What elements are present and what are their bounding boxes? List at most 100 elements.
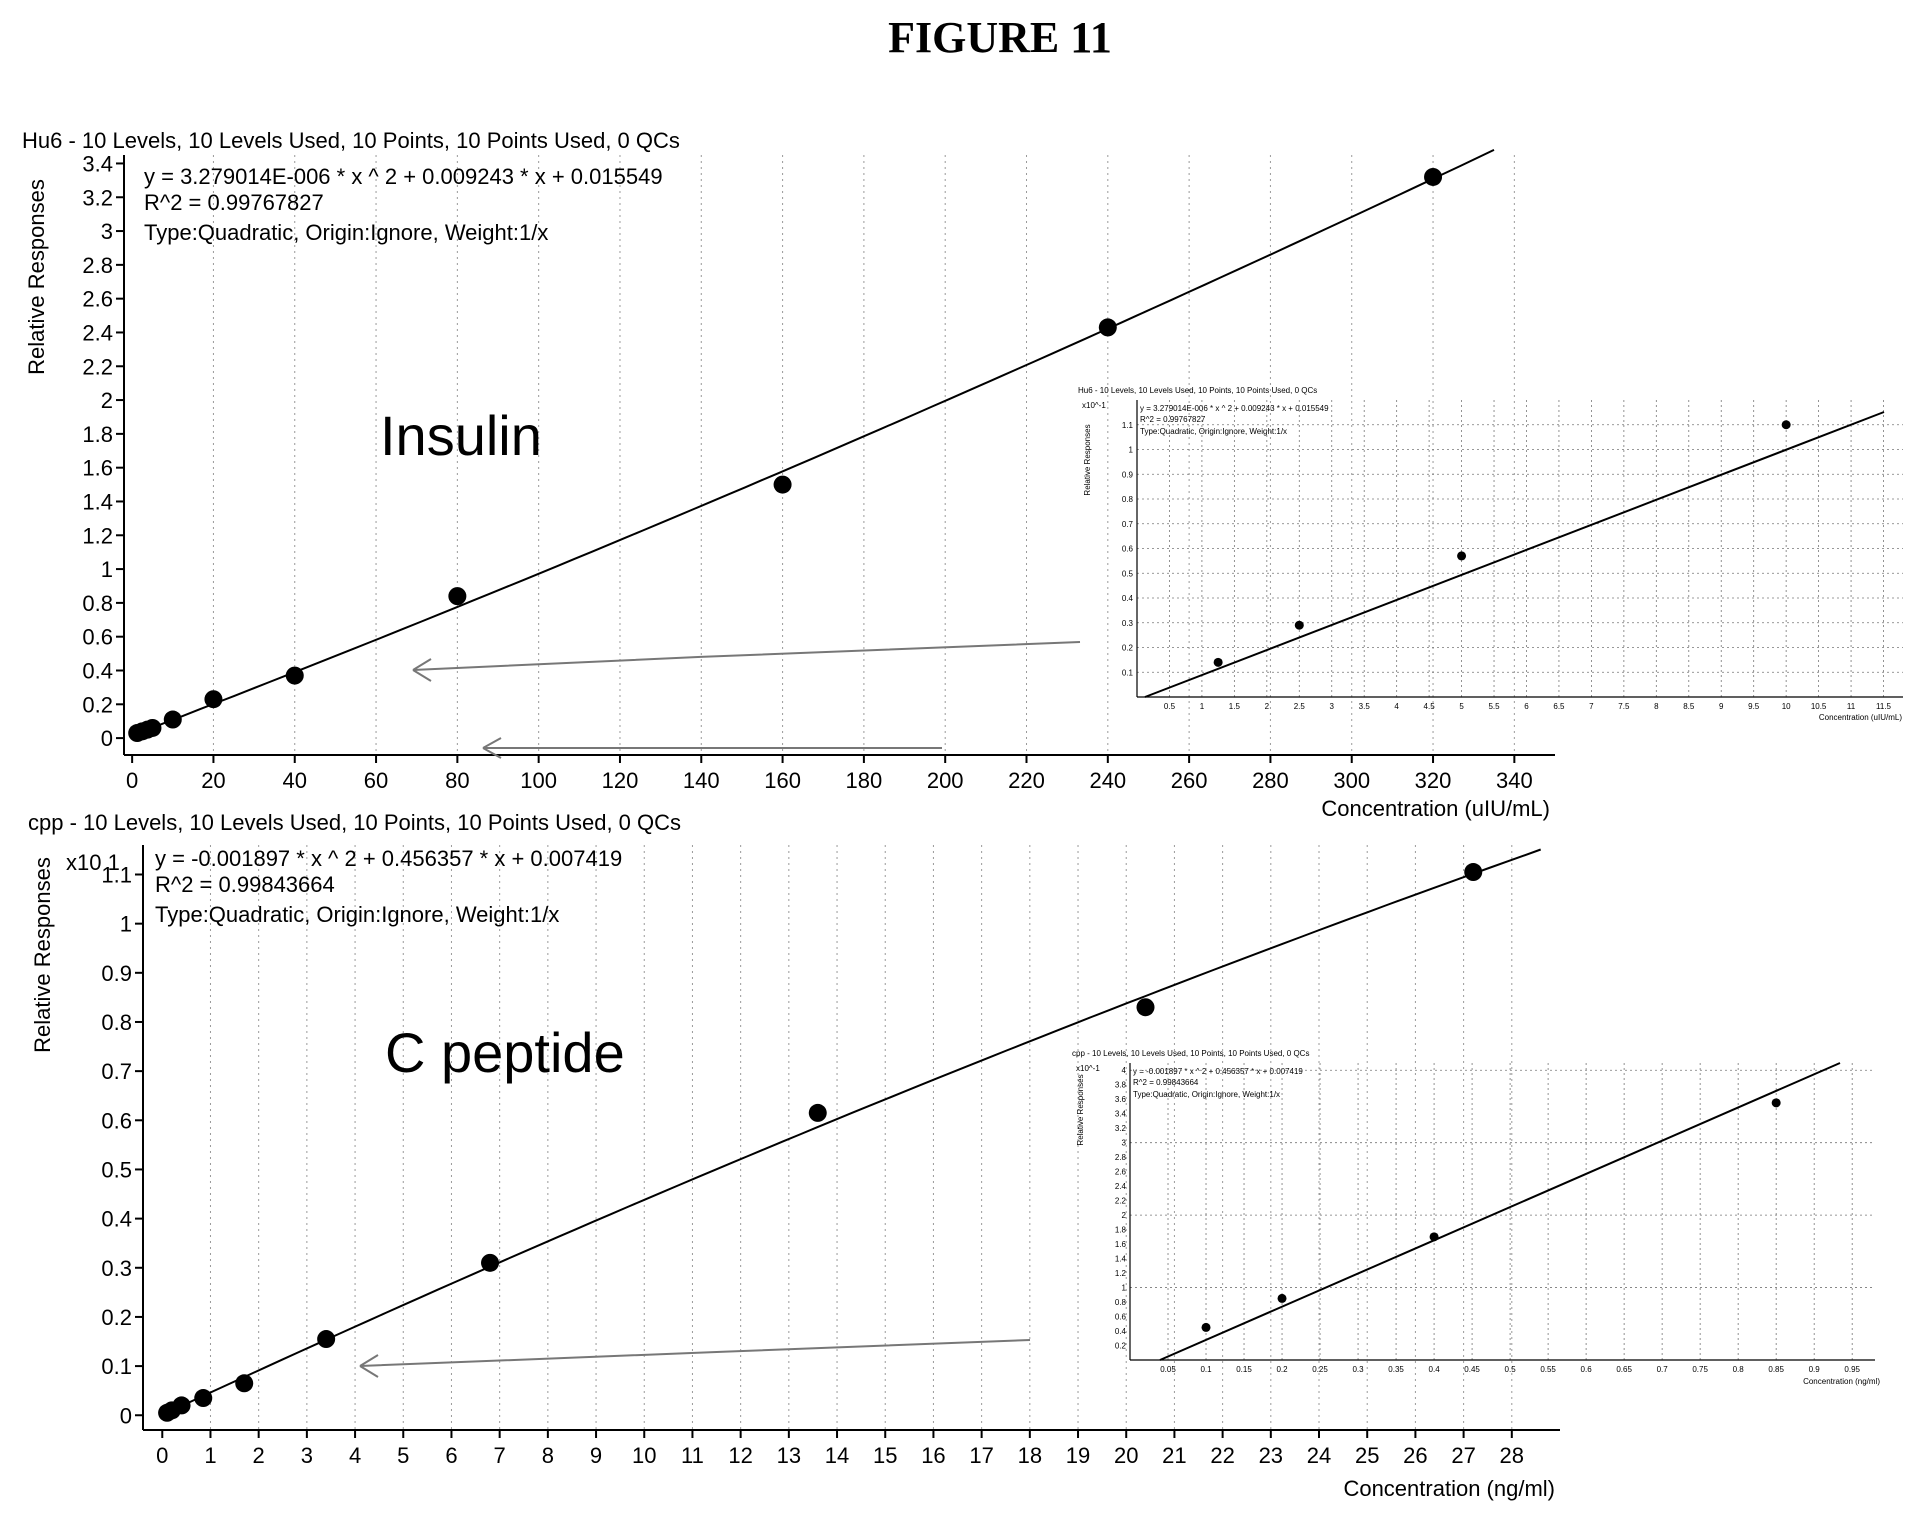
inset-x-tick-label: 6 [1524, 702, 1529, 711]
x-tick-label: 28 [1500, 1443, 1524, 1468]
insulin-inset-chart: Hu6 - 10 Levels, 10 Levels Used, 10 Poin… [1078, 386, 1903, 722]
inset-x-tick-label: 9 [1719, 702, 1724, 711]
data-point [1464, 863, 1483, 882]
x-tick-label: 160 [764, 768, 801, 793]
x-tick-label: 1 [204, 1443, 216, 1468]
y-tick-label: 0.8 [82, 591, 113, 616]
grid-lines [212, 155, 1515, 755]
inset-x-tick-label: 10 [1782, 702, 1791, 711]
inset-y-tick-label: 0.7 [1122, 520, 1134, 529]
inset-data-point [1457, 551, 1467, 561]
x-tick-label: 15 [873, 1443, 897, 1468]
inset-equation: y = 3.279014E-006 * x ^ 2 + 0.009243 * x… [1140, 404, 1329, 413]
x-tick-label: 25 [1355, 1443, 1379, 1468]
chart-header: cpp - 10 Levels, 10 Levels Used, 10 Poin… [28, 810, 681, 835]
inset-y-tick-label: 0.2 [1122, 644, 1134, 653]
inset-y-multiplier: x10^-1 [1082, 401, 1106, 410]
inset-y-tick-label: 0.1 [1122, 668, 1134, 677]
data-point [163, 710, 182, 729]
inset-fit-line [1144, 411, 1885, 698]
x-tick-label: 16 [921, 1443, 945, 1468]
y-tick-label: 0.6 [101, 1108, 132, 1133]
x-tick-label: 280 [1252, 768, 1289, 793]
x-tick-labels: 0 20 40 60 80 100 120 140 160 180 200 220 240 260 280 3… [126, 755, 1533, 793]
inset-y-tick-label: 2.2 [1115, 1197, 1127, 1206]
inset-y-tick-label: 1.2 [1115, 1269, 1127, 1278]
inset-y-tick-label: 3.4 [1115, 1110, 1127, 1119]
y-tick-label: 0.1 [101, 1354, 132, 1379]
y-tick-label: 0 [101, 726, 113, 751]
inset-x-tick-label: 2 [1265, 702, 1270, 711]
x-tick-label: 300 [1333, 768, 1370, 793]
x-tick-label: 0 [156, 1443, 168, 1468]
inset-x-tick-label: 4.5 [1424, 702, 1436, 711]
inset-grid-lines [1137, 400, 1903, 697]
inset-data-point [1294, 620, 1304, 630]
inset-data-point [1201, 1322, 1211, 1332]
fit-type: Type:Quadratic, Origin:Ignore, Weight:1/… [155, 902, 559, 927]
x-tick-label: 3 [301, 1443, 313, 1468]
inset-x-tick-label: 0.6 [1581, 1365, 1593, 1374]
inset-y-tick-label: 3.6 [1115, 1095, 1127, 1104]
inset-r-squared: R^2 = 0.99843664 [1133, 1078, 1199, 1087]
inset-y-tick-label: 2.4 [1115, 1182, 1127, 1191]
data-point [143, 718, 162, 737]
x-tick-labels: 0 1 2 3 4 5 6 7 8 9 10 11 12 13 14 15 16 17 18 19 20 21 22 23 24… [156, 1430, 1524, 1468]
data-points [128, 167, 1443, 743]
inset-x-tick-label: 1 [1200, 702, 1205, 711]
y-tick-label: 0.4 [101, 1207, 132, 1232]
inset-x-tick-labels: 0.05 0.1 0.15 0.2 0.25 0.3 0.35 0.4 0.45 0.5 0.55 0… [1160, 1365, 1860, 1374]
y-tick-labels: 0 0.1 0.2 0.3 0.4 0.5 0.6 0.7 0.8 0.9 1 1.1 [101, 862, 143, 1428]
grid-lines [209, 845, 1513, 1430]
inset-x-tick-label: 0.05 [1160, 1365, 1176, 1374]
x-tick-label: 6 [445, 1443, 457, 1468]
inset-x-tick-label: 0.7 [1657, 1365, 1669, 1374]
x-tick-label: 140 [683, 768, 720, 793]
inset-arrow [359, 1339, 1031, 1378]
inset-y-multiplier: x10^-1 [1076, 1064, 1100, 1073]
inset-x-tick-label: 3.5 [1359, 702, 1371, 711]
x-tick-label: 0 [126, 768, 138, 793]
inset-x-tick-label: 11 [1847, 702, 1856, 711]
inset-x-tick-label: 2.5 [1294, 702, 1306, 711]
c-peptide-inset-chart: cpp - 10 Levels, 10 Levels Used, 10 Poin… [1072, 1049, 1880, 1386]
inset-y-tick-label: 2.6 [1115, 1168, 1127, 1177]
x-tick-label: 12 [728, 1443, 752, 1468]
inset-x-axis-label: Concentration (uIU/mL) [1819, 713, 1902, 722]
y-tick-label: 3.2 [82, 185, 113, 210]
fit-curve [131, 148, 1495, 737]
inset-x-tick-label: 0.1 [1200, 1365, 1212, 1374]
inset-y-axis-label: Relative Responses [1076, 1074, 1085, 1145]
data-points [158, 863, 1483, 1422]
data-point [194, 1389, 213, 1408]
inset-r-squared: R^2 = 0.99767827 [1140, 415, 1206, 424]
x-tick-label: 340 [1496, 768, 1533, 793]
inset-y-tick-label: 0.9 [1122, 470, 1134, 479]
x-tick-label: 11 [681, 1443, 704, 1468]
inset-y-tick-label: 0.2 [1115, 1342, 1127, 1351]
analyte-label: C peptide [385, 1021, 625, 1084]
inset-x-tick-label: 3 [1330, 702, 1335, 711]
y-tick-label: 0.5 [101, 1157, 132, 1182]
inset-x-tick-label: 5.5 [1488, 702, 1500, 711]
y-tick-label: 0.6 [82, 625, 113, 650]
x-tick-label: 18 [1018, 1443, 1042, 1468]
x-tick-label: 13 [777, 1443, 801, 1468]
x-tick-label: 180 [846, 768, 883, 793]
fit-equation: y = -0.001897 * x ^ 2 + 0.456357 * x + 0… [155, 846, 622, 871]
y-axis-label: Relative Responses [30, 857, 55, 1053]
y-tick-label: 0.4 [82, 658, 113, 683]
data-point [317, 1330, 336, 1349]
inset-x-tick-label: 6.5 [1553, 702, 1565, 711]
inset-y-tick-label: 0.5 [1122, 569, 1134, 578]
x-tick-label: 4 [349, 1443, 361, 1468]
x-tick-label: 21 [1162, 1443, 1186, 1468]
inset-x-tick-label: 7.5 [1618, 702, 1630, 711]
inset-data-points [1213, 420, 1791, 667]
y-tick-label: 0.2 [101, 1305, 132, 1330]
fit-type: Type:Quadratic, Origin:Ignore, Weight:1/… [144, 220, 548, 245]
inset-x-tick-label: 0.5 [1164, 702, 1176, 711]
inset-y-tick-label: 1.1 [1122, 421, 1134, 430]
inset-x-tick-label: 0.9 [1809, 1365, 1821, 1374]
x-axis-label: Concentration (uIU/mL) [1321, 796, 1550, 821]
